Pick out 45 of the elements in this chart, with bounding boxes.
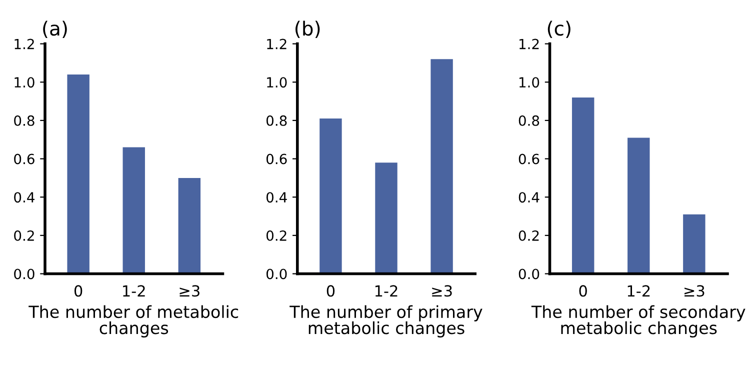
x-axis-title: The number of metabolic changes bbox=[28, 305, 238, 338]
bar bbox=[430, 59, 453, 274]
y-tick-label: 0.0 bbox=[518, 268, 540, 280]
y-tick-label: 1.2 bbox=[267, 38, 286, 50]
y-tick-label: 0.6 bbox=[266, 154, 287, 164]
y-tick-label: 1.0 bbox=[14, 77, 34, 88]
y-tick-label: 0.8 bbox=[14, 115, 34, 126]
y-tick-label: 0.4 bbox=[266, 192, 287, 203]
x-tick-label: ≥3 bbox=[684, 285, 704, 297]
y-tick-label: 0.2 bbox=[14, 230, 34, 241]
x-tick-label: 0 bbox=[579, 285, 587, 297]
y-tick-label: 1.0 bbox=[267, 77, 287, 88]
x-tick-label: 1-2 bbox=[628, 285, 650, 296]
bar bbox=[628, 138, 650, 274]
x-tick-label: ≥3 bbox=[432, 285, 452, 297]
x-tick-label: 0 bbox=[326, 285, 335, 297]
x-tick-label: 1-2 bbox=[123, 285, 145, 296]
chart-title: (c) bbox=[548, 20, 570, 38]
bar bbox=[572, 97, 594, 274]
x-axis-title: The number of primary metabolic changes bbox=[290, 305, 482, 338]
y-tick-label: 0.0 bbox=[14, 268, 34, 280]
y-tick-label: 1.2 bbox=[519, 38, 539, 50]
y-tick-label: 0.6 bbox=[14, 154, 34, 164]
bar bbox=[375, 162, 398, 274]
y-tick-label: 0.0 bbox=[266, 268, 287, 280]
bar bbox=[683, 214, 706, 274]
bar bbox=[178, 178, 201, 274]
chart-title: (b) bbox=[296, 20, 320, 38]
y-tick-label: 0.4 bbox=[14, 192, 34, 203]
y-tick-label: 0.8 bbox=[266, 115, 287, 126]
bar bbox=[122, 147, 145, 274]
y-tick-label: 0.4 bbox=[518, 192, 540, 203]
y-tick-label: 0.2 bbox=[266, 230, 286, 241]
y-tick-label: 0.8 bbox=[518, 115, 540, 126]
x-tick-label: 0 bbox=[74, 285, 82, 297]
y-tick-label: 0.6 bbox=[518, 154, 540, 164]
chart-title: (a) bbox=[43, 20, 67, 38]
x-tick-label: ≥3 bbox=[180, 285, 200, 297]
y-tick-label: 1.2 bbox=[14, 38, 34, 50]
x-tick-label: 1-2 bbox=[375, 285, 398, 296]
bar bbox=[320, 118, 342, 274]
y-tick-label: 0.2 bbox=[518, 230, 539, 241]
x-axis-title: The number of secondary metabolic changes bbox=[531, 305, 746, 338]
bar bbox=[67, 74, 90, 274]
y-tick-label: 1.0 bbox=[519, 77, 540, 88]
